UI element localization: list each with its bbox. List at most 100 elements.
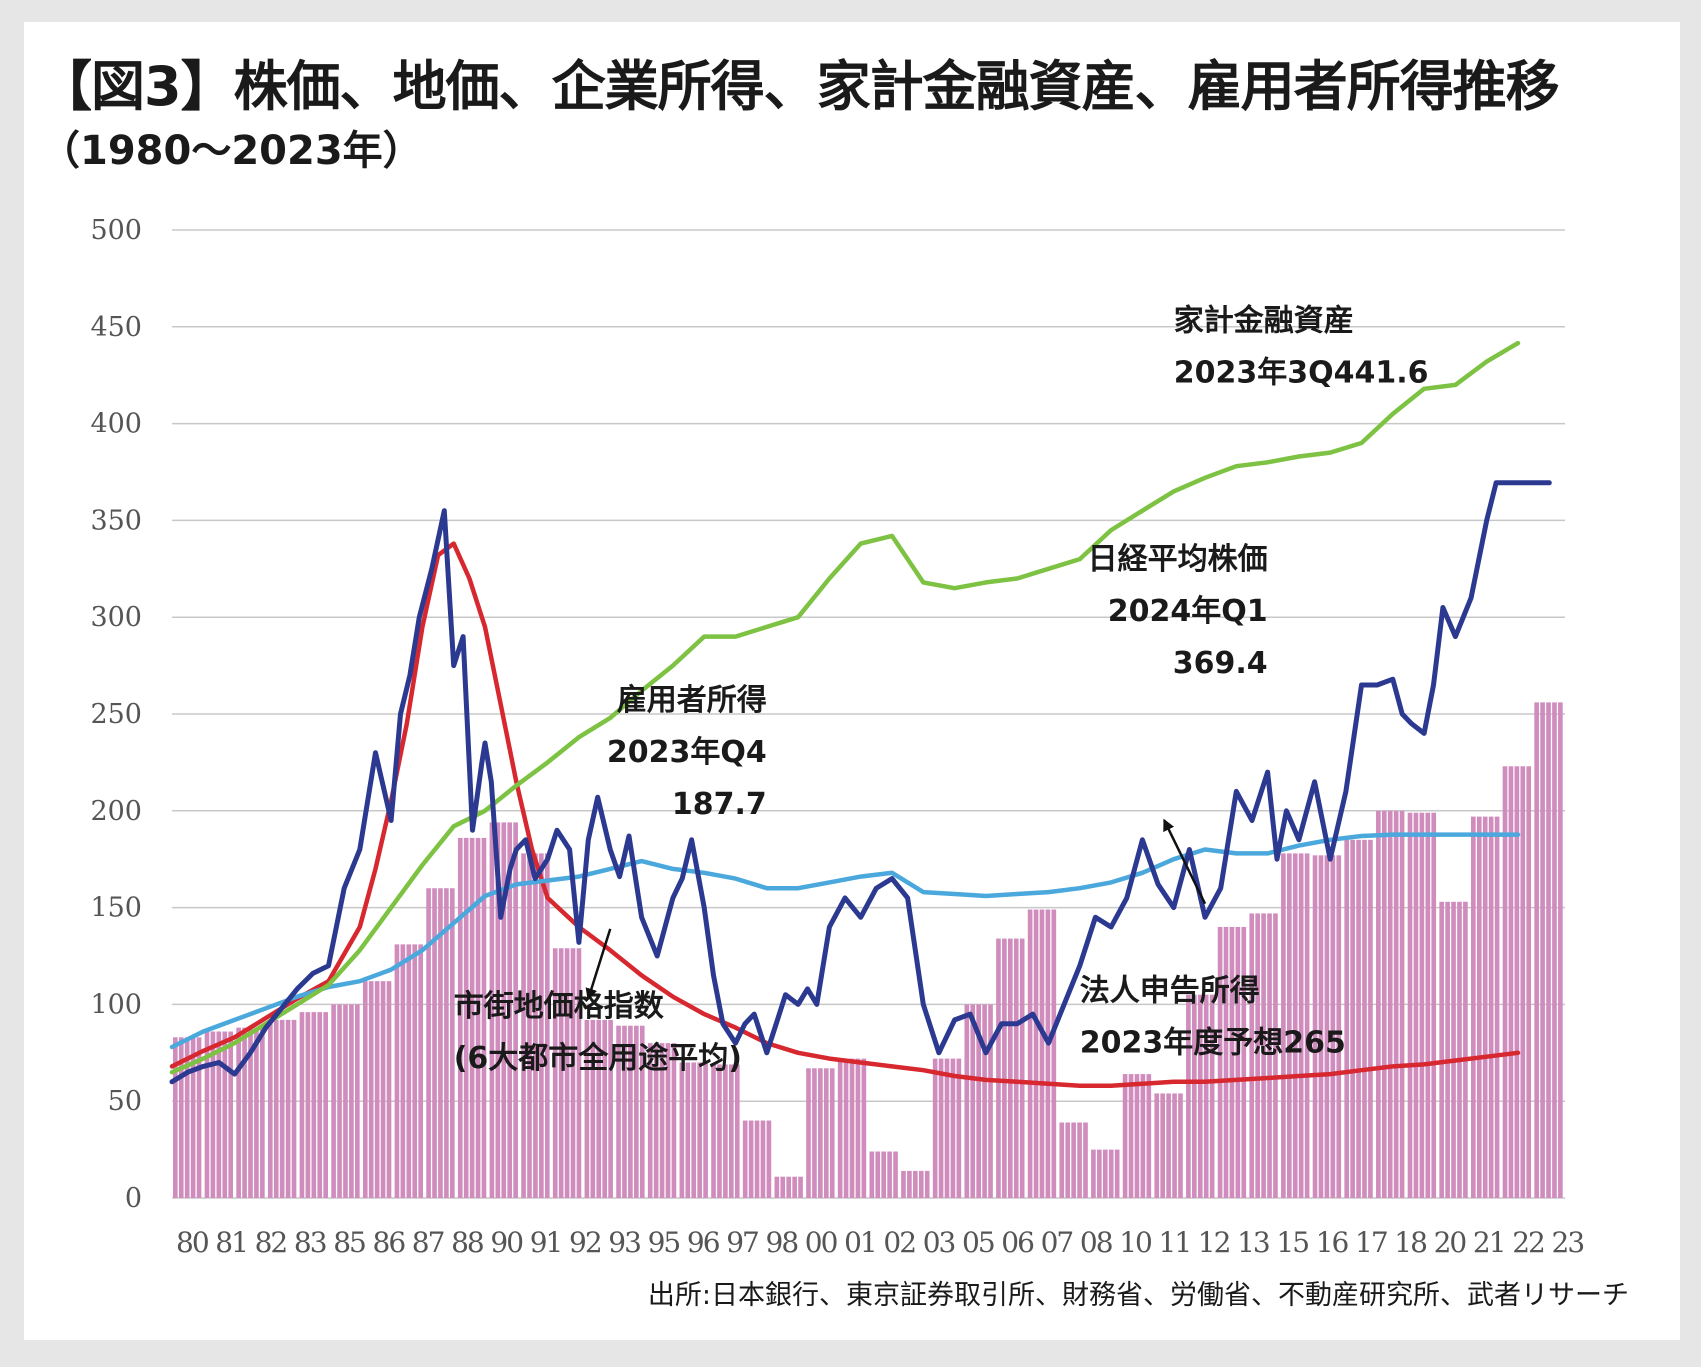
bar-stripe xyxy=(1281,853,1286,1198)
bar-stripe xyxy=(432,888,437,1198)
bar-stripe xyxy=(331,1004,336,1198)
x-tick-label: 95 xyxy=(648,1226,680,1259)
bar-stripe xyxy=(861,1058,867,1198)
bar-stripe xyxy=(1298,853,1304,1198)
bar-stripe xyxy=(792,1176,797,1198)
x-tick-label: 00 xyxy=(805,1226,837,1259)
bar-stripe xyxy=(1002,938,1007,1198)
bar-stripe xyxy=(260,1027,265,1198)
bar-stripe xyxy=(343,1004,348,1198)
bar-stripe xyxy=(798,1176,803,1198)
bar-stripe xyxy=(1494,816,1500,1198)
bar-stripe xyxy=(608,1019,613,1198)
bar xyxy=(204,1031,234,1198)
bar-stripe xyxy=(386,981,392,1198)
x-tick-label: 17 xyxy=(1355,1226,1387,1259)
bar-stripe xyxy=(653,1043,659,1198)
bar-stripe xyxy=(1558,702,1563,1198)
x-tick-label: 23 xyxy=(1552,1226,1584,1259)
bar-stripe xyxy=(305,1012,311,1198)
bar-stripe xyxy=(1330,855,1336,1198)
bar-stripe xyxy=(950,1058,956,1198)
bar-stripe xyxy=(406,944,412,1198)
annotation-label: 2024年Q1 xyxy=(1108,594,1268,629)
x-tick-label: 02 xyxy=(883,1226,915,1259)
y-tick-label: 450 xyxy=(90,312,142,343)
bar-stripe xyxy=(697,1062,702,1198)
x-tick-label: 16 xyxy=(1316,1226,1349,1259)
bar-stripe xyxy=(1019,938,1025,1198)
series-lines xyxy=(169,340,1552,1088)
bar-stripe xyxy=(1526,766,1532,1198)
bar-stripe xyxy=(1178,1093,1183,1198)
bar-stripe xyxy=(1350,839,1355,1198)
bar-stripe xyxy=(1122,1074,1128,1198)
bar-stripe xyxy=(1534,702,1539,1198)
bar-stripe xyxy=(639,1025,645,1198)
bar-stripe xyxy=(988,1004,993,1198)
bar xyxy=(1059,1122,1088,1198)
bar-stripe xyxy=(1154,1093,1160,1198)
bar-stripe xyxy=(394,944,400,1198)
annotation-label: 369.4 xyxy=(1173,646,1268,681)
bar-stripe xyxy=(590,1019,596,1198)
stock-index-line xyxy=(169,480,1552,1085)
bar-stripe xyxy=(1431,812,1437,1198)
bar xyxy=(552,948,582,1198)
bar-stripe xyxy=(544,853,550,1198)
bar-stripe xyxy=(956,1058,962,1198)
bar-stripe xyxy=(1241,926,1247,1198)
bar-stripe xyxy=(527,853,532,1198)
bar-stripe xyxy=(311,1012,317,1198)
bar xyxy=(1186,994,1215,1198)
bar-stripe xyxy=(596,1019,602,1198)
bar-stripe xyxy=(711,1064,716,1198)
annotation-label: 2023年Q4 xyxy=(607,735,767,770)
bar xyxy=(331,1004,360,1198)
bar-stripe xyxy=(766,1120,772,1198)
bar xyxy=(1122,1074,1152,1198)
bar-stripe xyxy=(362,981,368,1198)
bar-stripe xyxy=(1368,839,1373,1198)
bar-stripe xyxy=(412,944,418,1198)
bar-stripe xyxy=(1393,810,1399,1198)
bar xyxy=(1249,913,1278,1198)
bar xyxy=(1344,839,1373,1198)
bar-stripe xyxy=(748,1120,754,1198)
bar-stripe xyxy=(539,853,544,1198)
bar-stripe xyxy=(1091,1149,1096,1198)
bar-stripe xyxy=(691,1062,697,1198)
bar-stripe xyxy=(1273,913,1278,1198)
y-tick-label: 250 xyxy=(90,699,142,730)
x-tick-label: 87 xyxy=(412,1226,444,1259)
bar-stripe xyxy=(1051,909,1057,1198)
bar-stripe xyxy=(469,837,475,1198)
bar xyxy=(742,1120,772,1198)
bar-stripe xyxy=(1013,938,1019,1198)
bar-stripe xyxy=(216,1031,222,1198)
chart-subtitle: （1980～2023年） xyxy=(40,128,423,174)
x-tick-label: 12 xyxy=(1198,1226,1230,1259)
bar-stripe xyxy=(685,1062,691,1198)
bar-stripe xyxy=(659,1043,665,1198)
bar-stripe xyxy=(1376,810,1381,1198)
bar-stripe xyxy=(1471,816,1476,1198)
bar xyxy=(711,1064,740,1198)
bar xyxy=(1217,926,1247,1198)
bar-stripe xyxy=(374,981,380,1198)
bar-stripe xyxy=(285,1019,291,1198)
x-tick-label: 10 xyxy=(1119,1226,1151,1259)
annotation-label: 雇用者所得 xyxy=(617,683,767,718)
bar-stripe xyxy=(444,888,449,1198)
annotation: 法人申告所得 2023年度予想265 xyxy=(1080,974,1346,1061)
bar xyxy=(932,1058,962,1198)
bar-stripe xyxy=(450,888,455,1198)
bar-stripe xyxy=(1229,926,1235,1198)
bar-stripe xyxy=(1520,766,1526,1198)
bar-stripe xyxy=(184,1037,190,1198)
bar-stripe xyxy=(1102,1149,1108,1198)
bar-stripe xyxy=(299,1012,305,1198)
bar-stripe xyxy=(1140,1074,1146,1198)
bar-stripe xyxy=(178,1037,184,1198)
